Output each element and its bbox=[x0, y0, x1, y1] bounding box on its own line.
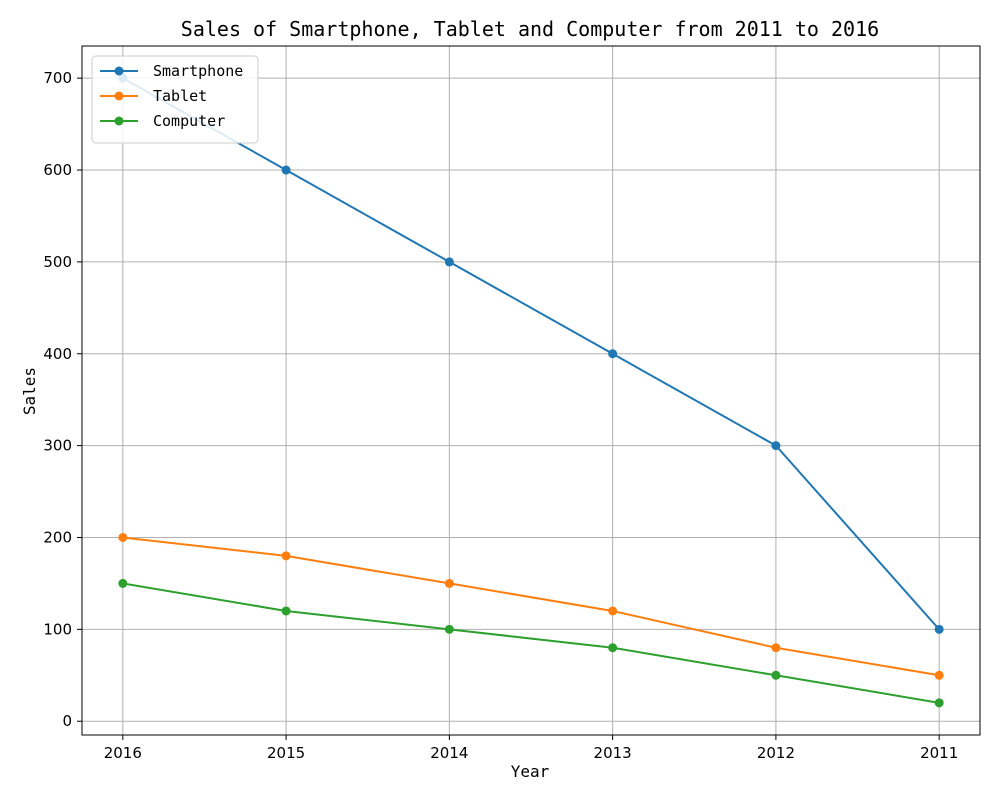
data-point-tablet bbox=[771, 643, 781, 653]
series-line-smartphone bbox=[122, 77, 940, 631]
y-tick-label: 200 bbox=[43, 528, 72, 546]
data-point-computer bbox=[118, 578, 128, 588]
x-tick-label: 2013 bbox=[594, 744, 632, 762]
legend-label-tablet: Tablet bbox=[153, 87, 207, 105]
series-line-computer bbox=[122, 582, 940, 704]
y-tick-label: 100 bbox=[43, 620, 72, 638]
y-axis-label: Sales bbox=[20, 367, 39, 415]
series-tablet bbox=[118, 532, 944, 680]
x-tick-label: 2011 bbox=[920, 744, 958, 762]
legend-marker-tablet bbox=[114, 91, 124, 101]
legend-item-smartphone: Smartphone bbox=[100, 62, 243, 80]
chart-title: Sales of Smartphone, Tablet and Computer… bbox=[181, 17, 879, 41]
data-point-computer bbox=[771, 670, 781, 680]
data-point-smartphone bbox=[444, 257, 454, 267]
data-point-tablet bbox=[934, 670, 944, 680]
x-axis-label: Year bbox=[511, 762, 550, 781]
legend-label-computer: Computer bbox=[153, 112, 225, 130]
data-point-tablet bbox=[608, 606, 618, 616]
data-point-smartphone bbox=[608, 349, 618, 359]
legend-item-computer: Computer bbox=[100, 112, 225, 130]
x-tick-label: 2012 bbox=[757, 744, 795, 762]
data-point-computer bbox=[934, 698, 944, 708]
data-point-smartphone bbox=[281, 165, 291, 175]
data-point-tablet bbox=[281, 551, 291, 561]
series-computer bbox=[118, 578, 944, 708]
axes-frame bbox=[81, 45, 981, 736]
x-tick-label: 2014 bbox=[430, 744, 468, 762]
x-tick-label: 2016 bbox=[104, 744, 142, 762]
data-point-smartphone bbox=[771, 441, 781, 451]
data-point-smartphone bbox=[934, 624, 944, 634]
y-tick-label: 600 bbox=[43, 161, 72, 179]
y-tick-label: 0 bbox=[62, 712, 72, 730]
y-tick-label: 400 bbox=[43, 345, 72, 363]
series-line-tablet bbox=[122, 536, 940, 677]
ticks: 2016 2015 2014 2013 2012 2011 0 100 200 300 400 500… bbox=[43, 69, 958, 762]
legend-label-smartphone: Smartphone bbox=[153, 62, 243, 80]
data-point-computer bbox=[281, 606, 291, 616]
legend-marker-smartphone bbox=[114, 66, 124, 76]
legend: Smartphone Tablet Computer bbox=[91, 55, 259, 144]
legend-item-tablet: Tablet bbox=[100, 87, 207, 105]
data-point-tablet bbox=[444, 578, 454, 588]
data-point-tablet bbox=[118, 532, 128, 542]
series-layer bbox=[118, 73, 944, 708]
y-tick-label: 700 bbox=[43, 69, 72, 87]
x-tick-label: 2015 bbox=[267, 744, 305, 762]
grid bbox=[82, 46, 980, 735]
data-point-computer bbox=[608, 643, 618, 653]
legend-marker-computer bbox=[114, 116, 124, 126]
data-point-computer bbox=[444, 624, 454, 634]
y-tick-label: 500 bbox=[43, 253, 72, 271]
y-tick-label: 300 bbox=[43, 437, 72, 455]
